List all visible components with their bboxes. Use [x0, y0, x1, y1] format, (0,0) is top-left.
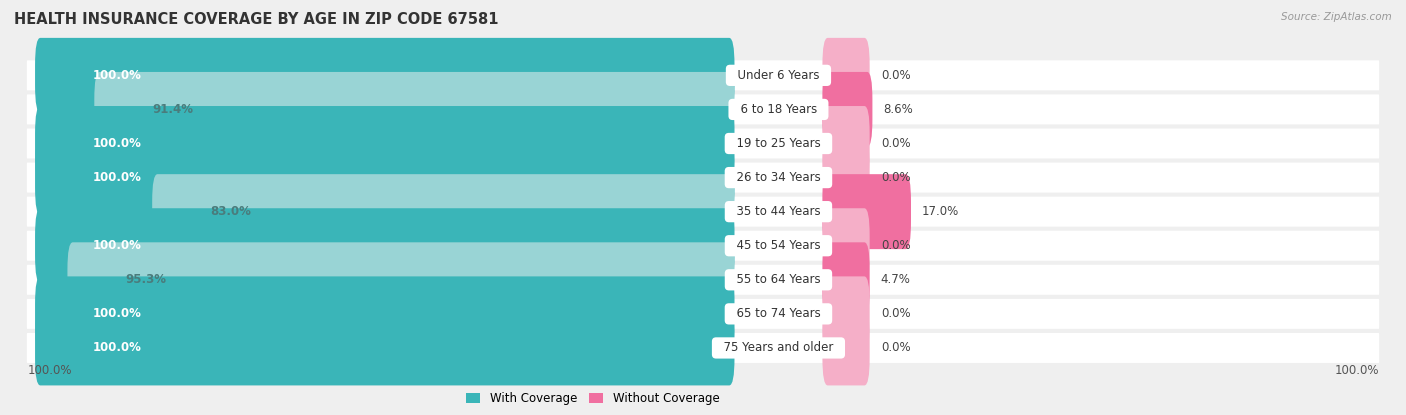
Text: 65 to 74 Years: 65 to 74 Years	[728, 308, 828, 320]
FancyBboxPatch shape	[823, 174, 911, 249]
FancyBboxPatch shape	[94, 72, 734, 147]
Text: 19 to 25 Years: 19 to 25 Years	[728, 137, 828, 150]
FancyBboxPatch shape	[27, 333, 1379, 363]
Text: 75 Years and older: 75 Years and older	[716, 342, 841, 354]
FancyBboxPatch shape	[823, 242, 870, 317]
Text: 0.0%: 0.0%	[880, 308, 911, 320]
FancyBboxPatch shape	[823, 38, 870, 113]
Text: 35 to 44 Years: 35 to 44 Years	[728, 205, 828, 218]
FancyBboxPatch shape	[35, 208, 734, 283]
FancyBboxPatch shape	[823, 310, 870, 386]
FancyBboxPatch shape	[67, 242, 734, 317]
Text: 100.0%: 100.0%	[27, 364, 72, 376]
FancyBboxPatch shape	[27, 197, 1379, 227]
FancyBboxPatch shape	[27, 265, 1379, 295]
Text: 0.0%: 0.0%	[880, 239, 911, 252]
FancyBboxPatch shape	[823, 106, 870, 181]
Text: 8.6%: 8.6%	[883, 103, 914, 116]
Text: 0.0%: 0.0%	[880, 342, 911, 354]
FancyBboxPatch shape	[35, 106, 734, 181]
FancyBboxPatch shape	[27, 299, 1379, 329]
FancyBboxPatch shape	[823, 276, 870, 352]
FancyBboxPatch shape	[27, 163, 1379, 193]
Text: 26 to 34 Years: 26 to 34 Years	[728, 171, 828, 184]
Text: 95.3%: 95.3%	[125, 273, 166, 286]
Text: 100.0%: 100.0%	[93, 308, 142, 320]
Text: HEALTH INSURANCE COVERAGE BY AGE IN ZIP CODE 67581: HEALTH INSURANCE COVERAGE BY AGE IN ZIP …	[14, 12, 499, 27]
FancyBboxPatch shape	[35, 140, 734, 215]
Text: 100.0%: 100.0%	[93, 171, 142, 184]
FancyBboxPatch shape	[27, 129, 1379, 159]
FancyBboxPatch shape	[152, 174, 734, 249]
FancyBboxPatch shape	[35, 310, 734, 386]
Legend: With Coverage, Without Coverage: With Coverage, Without Coverage	[461, 387, 724, 410]
FancyBboxPatch shape	[823, 140, 870, 215]
Text: 100.0%: 100.0%	[93, 69, 142, 82]
Text: 4.7%: 4.7%	[880, 273, 911, 286]
Text: 100.0%: 100.0%	[93, 137, 142, 150]
FancyBboxPatch shape	[27, 60, 1379, 90]
Text: 0.0%: 0.0%	[880, 69, 911, 82]
Text: 6 to 18 Years: 6 to 18 Years	[733, 103, 824, 116]
Text: Source: ZipAtlas.com: Source: ZipAtlas.com	[1281, 12, 1392, 22]
FancyBboxPatch shape	[27, 231, 1379, 261]
Text: 0.0%: 0.0%	[880, 171, 911, 184]
FancyBboxPatch shape	[35, 276, 734, 352]
Text: 45 to 54 Years: 45 to 54 Years	[728, 239, 828, 252]
Text: Under 6 Years: Under 6 Years	[730, 69, 827, 82]
FancyBboxPatch shape	[27, 95, 1379, 124]
Text: 91.4%: 91.4%	[152, 103, 193, 116]
Text: 17.0%: 17.0%	[922, 205, 959, 218]
FancyBboxPatch shape	[823, 72, 872, 147]
FancyBboxPatch shape	[35, 38, 734, 113]
Text: 100.0%: 100.0%	[93, 239, 142, 252]
Text: 100.0%: 100.0%	[93, 342, 142, 354]
Text: 55 to 64 Years: 55 to 64 Years	[728, 273, 828, 286]
Text: 100.0%: 100.0%	[1334, 364, 1379, 376]
Text: 83.0%: 83.0%	[209, 205, 250, 218]
Text: 0.0%: 0.0%	[880, 137, 911, 150]
FancyBboxPatch shape	[823, 208, 870, 283]
